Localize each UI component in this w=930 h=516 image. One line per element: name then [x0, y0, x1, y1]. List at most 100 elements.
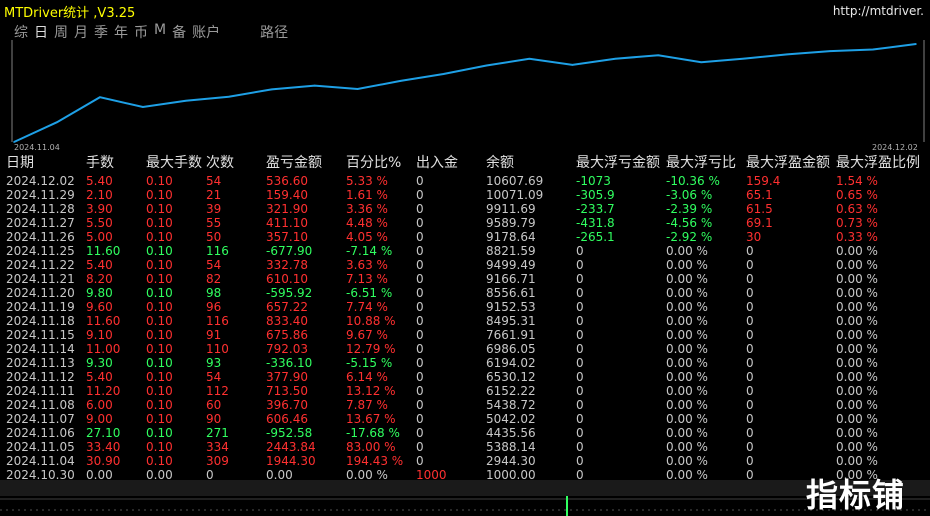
table-cell: 0.10 [146, 272, 173, 286]
bottom-scroll-axis[interactable] [0, 496, 930, 516]
header-cell: 最大浮盈比例 [836, 155, 920, 171]
tab-0[interactable]: 综 [14, 25, 28, 41]
table-cell: 6530.12 [486, 370, 536, 384]
table-row: 2024.11.08 6.00 0.10 60 396.70 7.87 % 0 5438.72… [4, 398, 930, 412]
tab-2[interactable]: 周 [54, 25, 68, 41]
table-cell: 0 [576, 328, 584, 342]
table-cell: 0 [416, 454, 424, 468]
table-cell: 13.12 % [346, 384, 396, 398]
table-cell: 7661.91 [486, 328, 536, 342]
header-cell: 日期 [6, 155, 34, 171]
table-cell: 0.00 % [666, 244, 708, 258]
table-row: 2024.11.04 30.90 0.10 309 1944.30 194.43 % 0 29… [4, 454, 930, 468]
table-cell: 0 [576, 342, 584, 356]
table-cell: 0.10 [146, 440, 173, 454]
table-cell: 112 [206, 384, 229, 398]
tab-9[interactable]: 账户 [192, 25, 221, 41]
table-cell: 0.00 % [836, 356, 878, 370]
tab-1[interactable]: 日 [34, 25, 48, 41]
table-cell: 6986.05 [486, 342, 536, 356]
table-row: 2024.11.15 9.10 0.10 91 675.86 9.67 % 0 7661.91… [4, 328, 930, 342]
table-cell: 0 [746, 384, 754, 398]
table-row: 2024.10.30 0.00 0.00 0 0.00 0.00 % 1000 1000.00… [4, 468, 930, 482]
table-row: 2024.11.29 2.10 0.10 21 159.40 1.61 % 0 10071.0… [4, 188, 930, 202]
table-cell: 0.00 % [666, 370, 708, 384]
table-cell: 2024.11.05 [6, 440, 75, 454]
table-cell: 9166.71 [486, 272, 536, 286]
balance-point [227, 95, 230, 98]
tab-6[interactable]: 币 [134, 25, 148, 41]
balance-point [313, 84, 316, 87]
header-cell: 手数 [86, 155, 114, 171]
table-cell: 5.00 [86, 230, 113, 244]
table-cell: 0.10 [146, 300, 173, 314]
balance-point [399, 80, 402, 82]
table-cell: 11.20 [86, 384, 121, 398]
table-cell: -1073 [576, 174, 611, 188]
table-cell: 792.03 [266, 342, 308, 356]
table-cell: 30.90 [86, 454, 121, 468]
table-cell: 6.14 % [346, 370, 388, 384]
header-cell: 最大手数 [146, 155, 202, 171]
table-cell: 377.90 [266, 370, 308, 384]
balance-point [142, 106, 144, 108]
tab-4[interactable]: 季 [94, 25, 108, 41]
table-cell: 2024.11.15 [6, 328, 75, 342]
table-cell: 2024.11.11 [6, 384, 75, 398]
table-cell: 0.10 [146, 188, 173, 202]
table-cell: -952.58 [266, 426, 313, 440]
table-cell: -233.7 [576, 202, 615, 216]
tab-3[interactable]: 月 [74, 25, 88, 41]
table-cell: 0.10 [146, 230, 173, 244]
table-cell: 5388.14 [486, 440, 536, 454]
tab-10[interactable]: 路径 [260, 25, 289, 41]
table-row: 2024.11.22 5.40 0.10 54 332.78 3.63 % 0 9499.49… [4, 258, 930, 272]
balance-line [13, 43, 917, 143]
table-row: 2024.11.06 27.10 0.10 271 -952.58 -17.68 % 0 44… [4, 426, 930, 440]
table-cell: 332.78 [266, 258, 308, 272]
table-row: 2024.11.07 9.00 0.10 90 606.46 13.67 % 0 5042.0… [4, 412, 930, 426]
table-row: 2024.11.21 8.20 0.10 82 610.10 7.13 % 0 9166.71… [4, 272, 930, 286]
table-cell: 0.10 [146, 244, 173, 258]
balance-point [657, 54, 660, 57]
table-cell: 8556.61 [486, 286, 536, 300]
table-cell: 6152.22 [486, 384, 536, 398]
table-cell: 9.00 [86, 412, 113, 426]
balance-point [185, 99, 187, 102]
website-link[interactable]: http://mtdriver. [832, 4, 924, 18]
header-cell: 盈亏金额 [266, 155, 322, 171]
table-cell: 0 [416, 426, 424, 440]
table-cell: 2024.12.02 [6, 174, 75, 188]
table-cell: 10.88 % [346, 314, 396, 328]
tab-8[interactable]: 备 [172, 25, 187, 41]
table-cell: 0 [416, 286, 424, 300]
table-cell: 27.10 [86, 426, 121, 440]
table-row: 2024.11.05 33.40 0.10 334 2443.84 83.00 % 0 538… [4, 440, 930, 454]
table-cell: 0.00 % [666, 258, 708, 272]
chart-x-end-label: 2024.12.02 [872, 143, 918, 152]
table-cell: 0 [416, 216, 424, 230]
tab-7[interactable]: M [154, 22, 167, 38]
table-row: 2024.11.13 9.30 0.10 93 -336.10 -5.15 % 0 6194.… [4, 356, 930, 370]
table-cell: -2.39 % [666, 202, 713, 216]
table-cell: 4435.56 [486, 426, 536, 440]
table-cell: 13.67 % [346, 412, 396, 426]
table-cell: 11.60 [86, 244, 121, 258]
table-cell: 9.10 [86, 328, 113, 342]
table-cell: 159.4 [746, 174, 781, 188]
table-cell: 10071.09 [486, 188, 544, 202]
table-cell: 2024.11.22 [6, 258, 75, 272]
table-cell: 0.00 % [836, 412, 878, 426]
table-cell: 0 [416, 174, 424, 188]
table-cell: 30 [746, 230, 762, 244]
balance-point [56, 121, 58, 123]
table-cell: 0.00 % [666, 356, 708, 370]
tab-5[interactable]: 年 [114, 25, 128, 41]
balance-point [786, 53, 788, 56]
table-cell: 0.00 % [836, 468, 878, 482]
table-cell: 309 [206, 454, 229, 468]
table-cell: 0.00 % [666, 384, 708, 398]
table-cell: 411.10 [266, 216, 308, 230]
table-cell: 21 [206, 188, 222, 202]
table-cell: 61.5 [746, 202, 773, 216]
